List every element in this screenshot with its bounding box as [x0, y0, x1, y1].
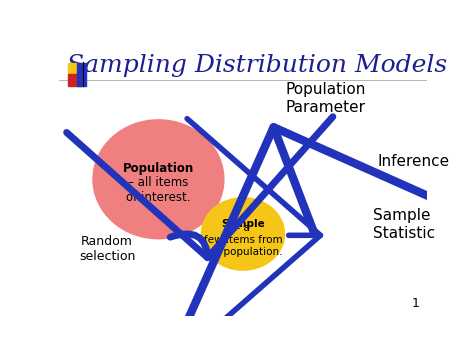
Text: 1: 1 [411, 297, 419, 311]
Text: Sample: Sample [221, 219, 265, 229]
Text: – all items
of interest.: – all items of interest. [126, 176, 191, 204]
Bar [68, 62, 82, 74]
Text: – a
few items from
the population.: – a few items from the population. [203, 223, 283, 257]
Ellipse shape [201, 197, 285, 271]
FancyArrowPatch shape [67, 117, 333, 258]
Ellipse shape [92, 119, 225, 239]
Text: Sample
Statistic: Sample Statistic [374, 208, 436, 241]
Text: Population: Population [123, 162, 194, 175]
Bar [77, 62, 86, 86]
Text: Inference: Inference [377, 154, 449, 169]
FancyArrowPatch shape [187, 119, 320, 352]
Text: Sampling Distribution Models: Sampling Distribution Models [67, 54, 448, 77]
FancyArrowPatch shape [120, 127, 474, 355]
Bar [68, 74, 82, 86]
Text: Population
Parameter: Population Parameter [285, 82, 365, 115]
Text: Random
selection: Random selection [79, 235, 135, 263]
